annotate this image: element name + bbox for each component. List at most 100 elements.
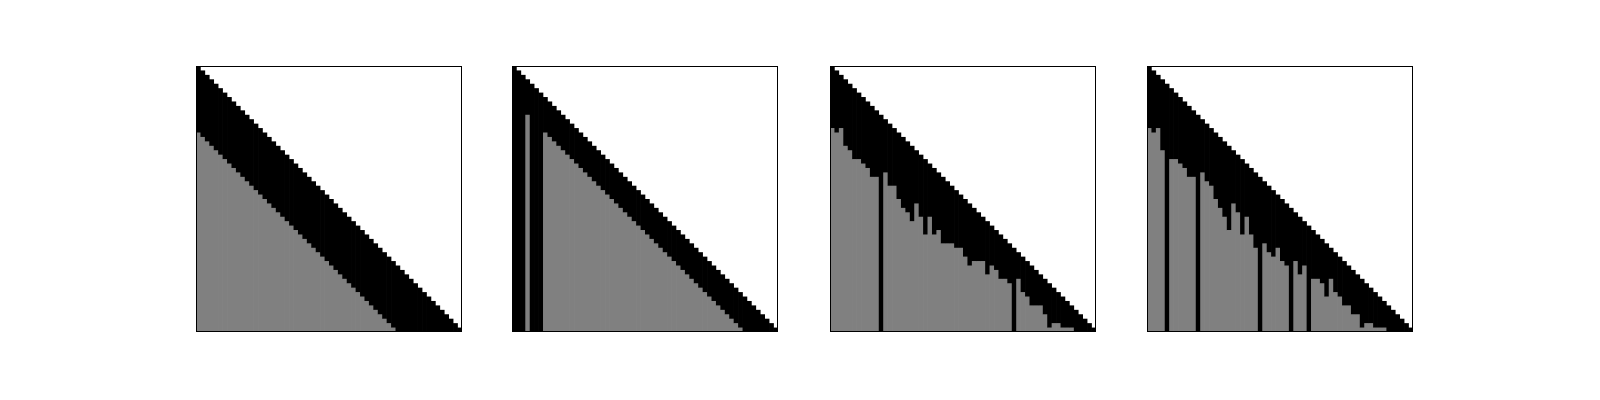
- column-49-black-segment: [729, 283, 734, 319]
- column-43-black-segment: [702, 256, 708, 293]
- column-27-black-segment: [949, 185, 955, 244]
- column-24-gray-segment: [302, 238, 308, 332]
- column-56-black-segment: [1395, 314, 1400, 332]
- column-19-gray-segment: [596, 185, 601, 332]
- column-21-black-segment: [289, 159, 294, 226]
- column-33-gray-segment: [658, 247, 664, 332]
- column-53-black-segment: [746, 300, 752, 332]
- column-26-gray-segment: [627, 216, 632, 332]
- column-36-gray-segment: [671, 261, 677, 332]
- column-50-gray-segment: [1051, 323, 1057, 332]
- column-37-black-segment: [360, 230, 365, 297]
- column-8-black-segment: [547, 101, 553, 138]
- column-44-gray-segment: [1342, 305, 1347, 332]
- column-2-black-segment: [838, 74, 844, 129]
- column-44-black-segment: [391, 261, 396, 328]
- column-17-gray-segment: [905, 212, 911, 332]
- column-47-gray-segment: [720, 309, 726, 332]
- column-36-black-segment: [1306, 225, 1312, 332]
- column-54-black-segment: [435, 305, 441, 332]
- column-28-black-segment: [954, 190, 959, 249]
- column-50-gray-segment: [1368, 323, 1374, 332]
- column-30-gray-segment: [963, 256, 968, 332]
- column-27-gray-segment: [949, 243, 955, 332]
- column-33-gray-segment: [1293, 261, 1299, 332]
- column-58-black-segment: [453, 323, 458, 332]
- column-6-black-segment: [222, 92, 228, 160]
- column-40-black-segment: [1007, 243, 1013, 284]
- column-43-black-segment: [1337, 256, 1343, 297]
- column-25-black-segment: [1257, 176, 1263, 332]
- column-49-gray-segment: [729, 318, 734, 332]
- column-22-black-segment: [609, 163, 615, 200]
- column-55-black-segment: [755, 309, 761, 332]
- column-43-gray-segment: [386, 323, 392, 332]
- column-44-black-segment: [1025, 261, 1030, 297]
- column-7-gray-segment: [227, 163, 232, 332]
- column-2-gray-segment: [1155, 128, 1161, 332]
- column-32-black-segment: [653, 207, 659, 244]
- column-16-gray-segment: [266, 203, 272, 332]
- column-38-black-segment: [680, 234, 686, 271]
- column-42-gray-segment: [1016, 278, 1021, 332]
- column-10-black-segment: [874, 110, 880, 178]
- column-45-gray-segment: [1029, 305, 1035, 332]
- column-50-black-segment: [733, 287, 739, 324]
- column-44-gray-segment: [1025, 296, 1030, 332]
- column-35-black-segment: [1302, 221, 1307, 266]
- column-0-gray-segment: [830, 128, 835, 332]
- column-21-black-segment: [923, 159, 928, 235]
- column-8-gray-segment: [1182, 167, 1188, 332]
- column-40-black-segment: [373, 243, 379, 311]
- column-18-black-segment: [1226, 145, 1232, 231]
- column-7-black-segment: [227, 97, 232, 164]
- column-37-black-segment: [1311, 230, 1316, 280]
- column-22-gray-segment: [609, 199, 615, 332]
- column-52-black-segment: [742, 296, 748, 332]
- column-38-gray-segment: [680, 269, 686, 332]
- column-36-gray-segment: [355, 292, 361, 332]
- column-38-black-segment: [998, 234, 1004, 280]
- column-1-gray-segment: [834, 132, 840, 332]
- column-40-gray-segment: [373, 309, 379, 332]
- column-32-black-segment: [971, 207, 977, 262]
- column-53-black-segment: [1381, 300, 1387, 328]
- column-14-gray-segment: [1209, 185, 1214, 332]
- column-51-black-segment: [738, 292, 743, 328]
- column-30-gray-segment: [329, 265, 334, 332]
- column-39-gray-segment: [1319, 283, 1325, 332]
- column-12-gray-segment: [565, 154, 570, 332]
- column-2-black-segment: [520, 74, 526, 332]
- column-29-gray-segment: [958, 247, 964, 332]
- column-56-black-segment: [760, 314, 765, 332]
- column-37-black-segment: [676, 230, 681, 266]
- column-33-black-segment: [342, 212, 348, 280]
- column-21-black-segment: [605, 159, 610, 195]
- column-35-gray-segment: [1302, 265, 1307, 332]
- column-46-black-segment: [399, 269, 405, 332]
- column-32-black-segment: [1288, 207, 1294, 332]
- column-18-gray-segment: [1226, 230, 1232, 332]
- column-32-gray-segment: [653, 243, 659, 332]
- column-34-gray-segment: [346, 283, 352, 332]
- column-33-black-segment: [976, 212, 982, 262]
- column-55-black-segment: [1390, 309, 1396, 332]
- column-31-gray-segment: [967, 265, 973, 332]
- column-41-gray-segment: [1328, 278, 1334, 332]
- column-1-black-segment: [516, 70, 522, 332]
- column-48-black-segment: [724, 278, 730, 315]
- column-45-black-segment: [711, 265, 717, 302]
- column-1-gray-segment: [1151, 132, 1157, 332]
- column-7-black-segment: [861, 97, 866, 164]
- column-10-gray-segment: [240, 176, 246, 332]
- column-42-gray-segment: [1333, 292, 1338, 332]
- column-29-gray-segment: [640, 230, 646, 332]
- column-40-black-segment: [689, 243, 695, 280]
- column-43-gray-segment: [1337, 296, 1343, 332]
- column-50-black-segment: [1368, 287, 1374, 324]
- column-6-black-segment: [856, 92, 862, 160]
- column-38-gray-segment: [364, 300, 370, 332]
- column-23-gray-segment: [1248, 234, 1254, 332]
- panel-border: [196, 66, 462, 332]
- column-16-black-segment: [900, 136, 906, 209]
